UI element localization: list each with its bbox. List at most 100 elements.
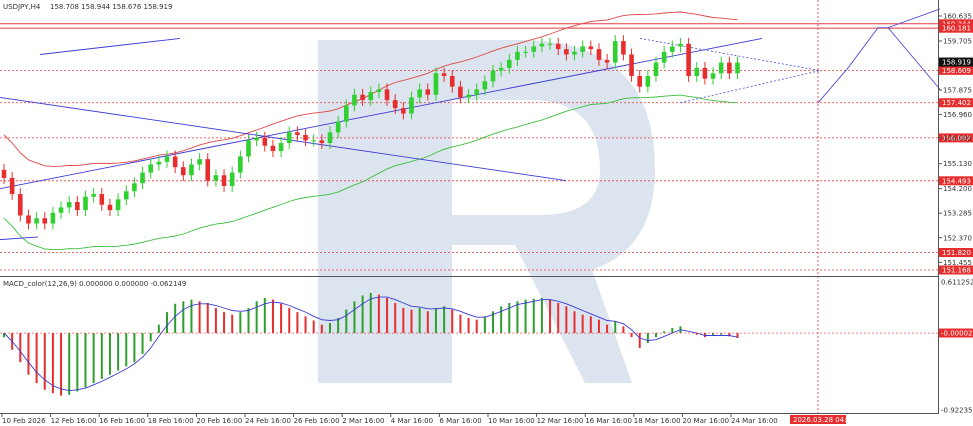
macd-tick-label: -0.922353 bbox=[941, 407, 973, 415]
candle-bullish bbox=[670, 46, 675, 52]
triangle-pattern bbox=[639, 38, 821, 104]
candle-bullish bbox=[91, 194, 96, 197]
candle-bullish bbox=[645, 75, 651, 87]
forecast-path bbox=[817, 27, 941, 104]
forecast-path-up bbox=[887, 8, 941, 29]
candle-bearish bbox=[564, 49, 569, 55]
candle-bullish bbox=[115, 199, 121, 211]
candle-bullish bbox=[433, 73, 439, 95]
price-tick-label: 153.285 bbox=[943, 210, 972, 218]
candle-bearish bbox=[360, 94, 365, 101]
candle-bearish bbox=[637, 75, 642, 87]
candle-bearish bbox=[604, 59, 610, 63]
candle-bearish bbox=[621, 41, 626, 55]
candle-bullish bbox=[197, 159, 202, 165]
ohlc-readout: 158.708 158.944 158.676 158.919 bbox=[50, 3, 172, 11]
candle-bearish bbox=[458, 86, 463, 98]
candle-bearish bbox=[9, 177, 15, 195]
price-level-badge bbox=[939, 248, 973, 258]
candle-bearish bbox=[303, 134, 308, 141]
time-tick-label: 12 Feb 16:00 bbox=[51, 417, 97, 425]
price-tick-label: 154.200 bbox=[943, 185, 972, 193]
candle-bullish bbox=[140, 172, 145, 184]
macd-tick-label: -0.000026 bbox=[941, 330, 973, 338]
candle-bullish bbox=[66, 202, 72, 208]
broker-watermark-logo bbox=[318, 40, 655, 383]
candle-bullish bbox=[335, 121, 341, 133]
candle-bearish bbox=[727, 62, 732, 74]
price-level-label: 154.493 bbox=[942, 177, 971, 185]
candle-bearish bbox=[392, 100, 398, 109]
time-tick-label: 24 Mar 16:00 bbox=[731, 417, 778, 425]
candle-bearish bbox=[295, 132, 300, 135]
candle-bullish bbox=[661, 51, 667, 63]
candle-bullish bbox=[466, 94, 471, 98]
trend-line-low bbox=[0, 236, 39, 241]
candle-bullish bbox=[83, 196, 88, 211]
price-level-label: 160.181 bbox=[942, 25, 971, 33]
candle-bullish bbox=[474, 89, 479, 95]
candle-bullish bbox=[123, 191, 129, 200]
price-level-badge bbox=[939, 65, 973, 75]
price-tick-label: 159.705 bbox=[943, 37, 972, 45]
price-tick-label: 155.130 bbox=[943, 160, 972, 168]
candle-bearish bbox=[221, 175, 227, 186]
time-tick-label: 6 Mar 16:00 bbox=[439, 417, 481, 425]
candle-bullish bbox=[490, 70, 496, 82]
macd-panel: 0.611252 -0.000026 -0.922353 bbox=[0, 278, 973, 415]
candle-bullish bbox=[735, 62, 740, 74]
candle-bullish bbox=[710, 73, 716, 79]
time-tick-label: 12 Mar 16:00 bbox=[537, 417, 584, 425]
candle-bullish bbox=[189, 164, 194, 176]
candle-bullish bbox=[515, 51, 520, 60]
price-tick-label: 151.455 bbox=[943, 259, 972, 267]
candle-bearish bbox=[181, 167, 186, 176]
current-price-label: 158.919 bbox=[942, 59, 971, 67]
time-tick-label: 16 Mar 16:00 bbox=[585, 417, 632, 425]
candle-bearish bbox=[596, 49, 602, 60]
candle-bullish bbox=[238, 156, 243, 173]
candle-bullish bbox=[50, 212, 56, 224]
candle-bullish bbox=[246, 140, 251, 157]
candle-bearish bbox=[270, 145, 276, 152]
candle-bearish bbox=[384, 89, 390, 101]
candle-bearish bbox=[99, 194, 105, 205]
candle-bullish bbox=[482, 81, 488, 90]
candle-bullish bbox=[213, 175, 219, 181]
time-tick-label: 20 Mar 16:00 bbox=[682, 417, 729, 425]
price-tick-label: 156.960 bbox=[943, 111, 972, 119]
price-level-badge bbox=[939, 265, 973, 275]
candle-bullish bbox=[507, 59, 512, 68]
trend-line-top bbox=[39, 37, 181, 55]
candle-bearish bbox=[205, 159, 211, 181]
candle-bearish bbox=[18, 194, 23, 216]
time-axis: 10 Feb 2026 12 Feb 16:00 16 Feb 16:00 18 Fe… bbox=[1, 414, 855, 425]
time-tick-label: 20 Feb 16:00 bbox=[196, 417, 242, 425]
candle-bearish bbox=[1, 169, 7, 178]
macd-tick-label: 0.611252 bbox=[941, 278, 973, 286]
candle-bullish bbox=[547, 43, 553, 45]
candle-bearish bbox=[686, 43, 691, 76]
price-tick-label: 156.092 bbox=[943, 134, 972, 142]
price-level-label: 151.168 bbox=[942, 267, 971, 275]
candle-bullish bbox=[327, 132, 333, 144]
trend-line-up bbox=[0, 37, 763, 190]
time-tick-label: 10 Mar 16:00 bbox=[488, 417, 535, 425]
candle-bearish bbox=[441, 73, 447, 76]
price-tick-label: 157.875 bbox=[943, 87, 972, 95]
candle-bullish bbox=[539, 43, 545, 47]
lower-envelope-line bbox=[3, 94, 738, 251]
trend-line-down bbox=[0, 96, 567, 182]
price-level-badge bbox=[939, 176, 973, 186]
candle-bearish bbox=[172, 156, 178, 168]
candle-bullish bbox=[148, 164, 153, 173]
candle-bullish bbox=[523, 51, 528, 53]
candle-bearish bbox=[401, 108, 406, 114]
cursor-time-label: 2026.03.28 04:00 bbox=[793, 416, 855, 424]
candle-bullish bbox=[612, 41, 618, 63]
time-tick-label: 16 Feb 16:00 bbox=[99, 417, 145, 425]
candle-bearish bbox=[702, 67, 708, 79]
time-tick-label: 18 Mar 16:00 bbox=[634, 417, 681, 425]
candle-bullish bbox=[352, 94, 357, 106]
